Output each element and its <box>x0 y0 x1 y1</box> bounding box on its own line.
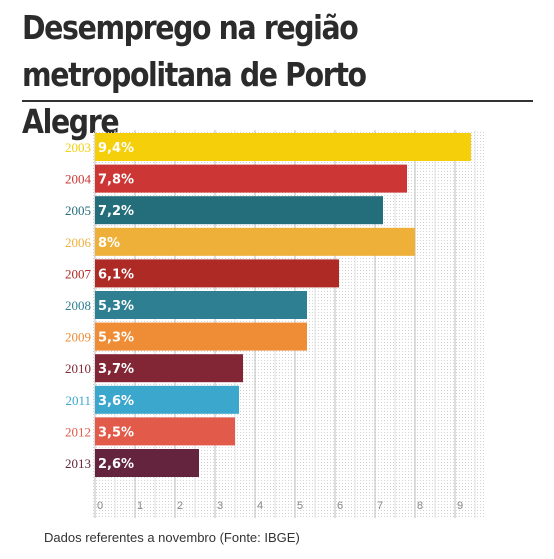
value-label-2005: 7,2% <box>98 204 134 219</box>
bar-2007 <box>95 259 339 288</box>
x-tick-label-0: 0 <box>97 500 103 512</box>
x-tick-label-6: 6 <box>337 500 343 512</box>
category-label-2010: 2010 <box>65 361 91 376</box>
category-label-2012: 2012 <box>65 424 91 439</box>
x-tick-label-3: 3 <box>217 500 223 512</box>
x-tick-label-5: 5 <box>297 500 303 512</box>
bar-2006 <box>95 227 415 256</box>
bar-2013 <box>95 449 199 477</box>
title-line-2: metropolitana de Porto Alegre <box>22 55 367 141</box>
value-label-2012: 3,5% <box>98 425 134 440</box>
bar-2003 <box>95 133 471 161</box>
title-line-1: Desemprego na região <box>22 8 359 47</box>
value-label-2008: 5,3% <box>98 299 134 314</box>
value-label-2007: 6,1% <box>98 267 134 282</box>
bar-2011 <box>95 385 239 414</box>
bar-2012 <box>95 417 235 446</box>
category-label-2011: 2011 <box>65 393 91 408</box>
value-label-2010: 3,7% <box>98 362 134 377</box>
x-tick-label-9: 9 <box>457 500 463 512</box>
bar-2004 <box>95 164 407 193</box>
chart-title: Desemprego na região metropolitana de Po… <box>22 4 469 145</box>
value-label-2004: 7,8% <box>98 173 134 188</box>
category-label-2003: 2003 <box>65 140 91 155</box>
category-label-2004: 2004 <box>65 172 92 187</box>
value-label-2006: 8% <box>98 236 120 251</box>
value-label-2009: 5,3% <box>98 331 134 346</box>
category-label-2009: 2009 <box>65 330 91 345</box>
x-axis-ticks: 0 1 2 3 4 5 6 7 8 9 <box>97 500 463 512</box>
category-label-2007: 2007 <box>65 266 92 281</box>
bar-2009 <box>95 322 307 351</box>
bars: 9,4% 2003 7,8% 2004 7,2% 2005 8% 2006 6,1% 2007 5,… <box>65 133 471 477</box>
value-label-2013: 2,6% <box>98 457 134 472</box>
x-tick-label-8: 8 <box>417 500 423 512</box>
bar-2008 <box>95 291 307 319</box>
title-divider <box>22 100 533 102</box>
category-label-2005: 2005 <box>65 203 91 218</box>
x-tick-label-7: 7 <box>377 500 383 512</box>
category-label-2006: 2006 <box>65 235 92 250</box>
x-tick-label-1: 1 <box>137 500 143 512</box>
value-label-2003: 9,4% <box>98 141 134 156</box>
category-label-2013: 2013 <box>65 456 91 471</box>
x-tick-label-2: 2 <box>177 500 183 512</box>
bar-2010 <box>95 354 243 383</box>
bar-2005 <box>95 196 383 225</box>
footnote: Dados referentes a novembro (Fonte: IBGE… <box>44 530 300 545</box>
x-tick-label-4: 4 <box>257 500 263 512</box>
value-label-2011: 3,6% <box>98 394 134 409</box>
category-label-2008: 2008 <box>65 298 91 313</box>
